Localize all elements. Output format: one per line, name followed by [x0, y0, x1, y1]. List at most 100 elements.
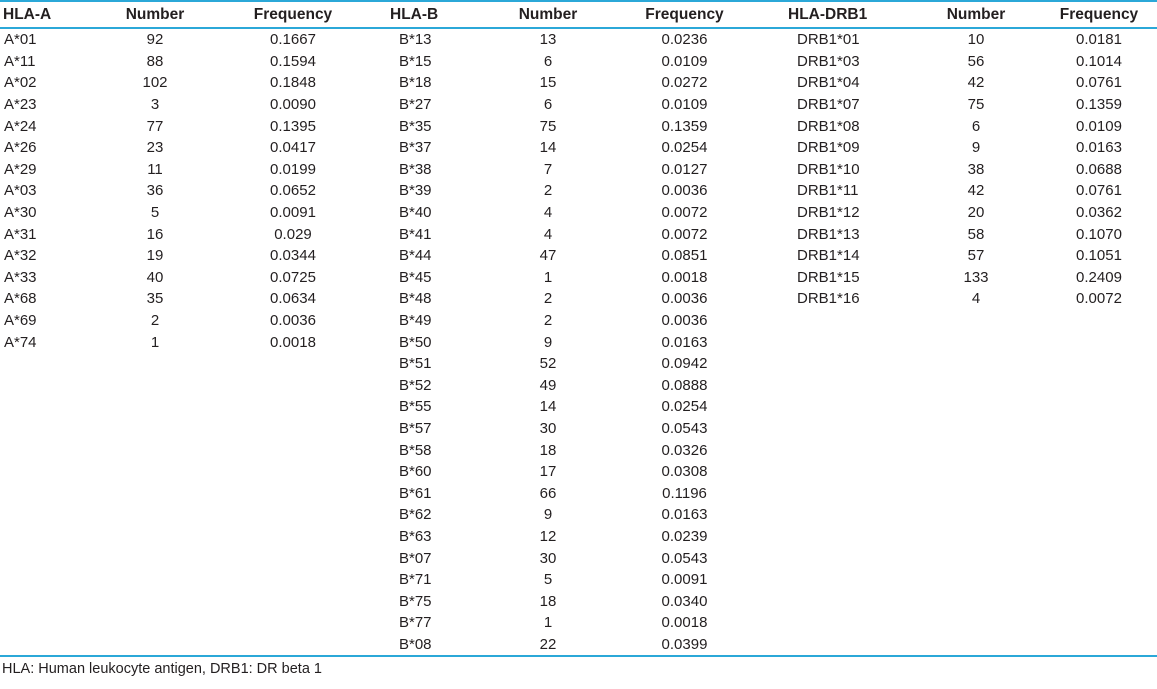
cell-hla-drb1-frequency — [1041, 418, 1157, 440]
cell-hla-drb1-frequency: 0.2409 — [1076, 268, 1122, 286]
cell-hla-a-frequency — [200, 547, 386, 569]
cell-hla-b-number: 2 — [543, 182, 553, 200]
cell-hla-b-frequency: 0.0308 — [661, 463, 708, 481]
cell-hla-a-number — [110, 461, 200, 483]
cell-hla-b-number: 14 — [539, 139, 557, 157]
cell-hla-b-allele: B*48 — [399, 290, 432, 308]
cell-hla-b-frequency: 0.0272 — [661, 74, 708, 92]
cell-hla-b-frequency: 0.0543 — [661, 549, 708, 567]
table-row: B*07 30 0.0543 — [0, 547, 1157, 569]
cell-hla-b-number: 75 — [539, 117, 557, 135]
cell-hla-drb1-allele: DRB1*16 — [797, 290, 860, 308]
cell-hla-drb1-allele — [771, 461, 911, 483]
cell-hla-drb1-allele: DRB1*01 — [797, 31, 860, 49]
cell-hla-drb1-number — [911, 547, 1041, 569]
cell-hla-drb1-frequency — [1041, 331, 1157, 353]
cell-hla-b-number: 17 — [539, 463, 557, 481]
cell-hla-drb1-frequency: 0.0761 — [1076, 182, 1122, 200]
cell-hla-b-frequency: 0.1359 — [661, 117, 708, 135]
table-body: A*01 92 0.1667 B*13 13 0.0236 DRB1*01 10 0.0181 A… — [0, 28, 1157, 658]
cell-hla-drb1-allele — [771, 331, 911, 353]
table-footnote: HLA: Human leukocyte antigen, DRB1: DR b… — [2, 661, 322, 678]
cell-hla-b-frequency: 0.0851 — [661, 247, 708, 265]
table-row: A*26 23 0.0417 B*37 14 0.0254 DRB1*09 9 0.0163 — [0, 137, 1157, 159]
cell-hla-b-frequency: 0.0254 — [661, 398, 708, 416]
table-row: A*33 40 0.0725 B*45 1 0.0018 DRB1*15 133 0.2409 — [0, 267, 1157, 289]
cell-hla-b-allele: B*13 — [399, 31, 432, 49]
cell-hla-a-frequency: 0.1594 — [270, 52, 316, 70]
cell-hla-a-number — [110, 482, 200, 504]
cell-hla-drb1-frequency — [1041, 353, 1157, 375]
cell-hla-a-allele — [0, 418, 110, 440]
cell-hla-b-frequency: 0.0236 — [661, 31, 708, 49]
table-header-row: HLA-A Number Frequency HLA-B Number Freq… — [0, 1, 1157, 29]
table-row: A*01 92 0.1667 B*13 13 0.0236 DRB1*01 10 0.0181 — [0, 28, 1157, 51]
cell-hla-b-allele: B*57 — [399, 419, 432, 437]
cell-hla-b-allele: B*37 — [399, 139, 432, 157]
cell-hla-b-number: 15 — [539, 74, 557, 92]
cell-hla-drb1-frequency: 0.0181 — [1076, 31, 1122, 49]
cell-hla-b-frequency: 0.0072 — [661, 204, 708, 222]
hla-frequency-table: HLA-A Number Frequency HLA-B Number Freq… — [0, 0, 1157, 658]
cell-hla-a-frequency: 0.0417 — [270, 139, 316, 157]
cell-hla-a-allele — [0, 375, 110, 397]
table-row: B*75 18 0.0340 — [0, 590, 1157, 612]
cell-hla-b-number: 13 — [539, 31, 557, 49]
cell-hla-b-number: 4 — [543, 204, 553, 222]
table-row: B*60 17 0.0308 — [0, 461, 1157, 483]
cell-hla-drb1-allele: DRB1*15 — [797, 268, 860, 286]
cell-hla-b-allele: B*51 — [399, 355, 432, 373]
cell-hla-a-number — [110, 375, 200, 397]
cell-hla-a-number: 1 — [150, 333, 160, 351]
cell-hla-a-number: 35 — [146, 290, 164, 308]
cell-hla-b-allele: B*39 — [399, 182, 432, 200]
table-row: A*29 11 0.0199 B*38 7 0.0127 DRB1*10 38 0.0688 — [0, 159, 1157, 181]
cell-hla-drb1-allele — [771, 612, 911, 634]
cell-hla-a-frequency: 0.0652 — [270, 182, 316, 200]
cell-hla-a-number: 23 — [146, 139, 164, 157]
cell-hla-b-number: 47 — [539, 247, 557, 265]
cell-hla-a-frequency — [200, 504, 386, 526]
cell-hla-drb1-allele — [771, 482, 911, 504]
cell-hla-a-frequency: 0.0036 — [270, 312, 316, 330]
cell-hla-drb1-frequency — [1041, 547, 1157, 569]
table-row: A*32 19 0.0344 B*44 47 0.0851 DRB1*14 57 0.1051 — [0, 245, 1157, 267]
cell-hla-drb1-number: 57 — [967, 247, 985, 265]
cell-hla-drb1-number — [911, 569, 1041, 591]
cell-hla-b-frequency: 0.0942 — [661, 355, 708, 373]
cell-hla-b-frequency: 0.0163 — [661, 506, 708, 524]
cell-hla-b-frequency: 0.0239 — [661, 527, 708, 545]
cell-hla-a-allele: A*74 — [4, 333, 37, 351]
cell-hla-b-allele: B*38 — [399, 160, 432, 178]
cell-hla-drb1-frequency — [1041, 396, 1157, 418]
cell-hla-b-number: 2 — [543, 312, 553, 330]
cell-hla-drb1-number — [911, 482, 1041, 504]
cell-hla-b-frequency: 0.0326 — [661, 441, 708, 459]
cell-hla-a-allele: A*68 — [4, 290, 37, 308]
cell-hla-a-allele: A*31 — [4, 225, 37, 243]
cell-hla-drb1-frequency — [1041, 526, 1157, 548]
cell-hla-b-allele: B*61 — [399, 484, 432, 502]
cell-hla-b-frequency: 0.0036 — [661, 290, 708, 308]
cell-hla-b-allele: B*41 — [399, 225, 432, 243]
cell-hla-a-frequency: 0.0199 — [270, 160, 316, 178]
cell-hla-b-allele: B*52 — [399, 376, 432, 394]
cell-hla-a-number: 16 — [146, 225, 164, 243]
cell-hla-a-frequency — [200, 418, 386, 440]
cell-hla-b-number: 52 — [539, 355, 557, 373]
cell-hla-drb1-allele: DRB1*11 — [797, 182, 859, 200]
cell-hla-a-allele: A*24 — [4, 117, 37, 135]
cell-hla-b-allele: B*49 — [399, 312, 432, 330]
cell-hla-a-frequency — [200, 612, 386, 634]
cell-hla-b-number: 4 — [543, 225, 553, 243]
cell-hla-a-number: 92 — [146, 31, 164, 49]
cell-hla-b-frequency: 0.0254 — [661, 139, 708, 157]
cell-hla-b-allele: B*35 — [399, 117, 432, 135]
cell-hla-a-frequency: 0.0018 — [270, 333, 316, 351]
table-row: B*58 18 0.0326 — [0, 439, 1157, 461]
cell-hla-b-number: 18 — [539, 441, 557, 459]
cell-hla-b-frequency: 0.0091 — [661, 571, 708, 589]
cell-hla-a-frequency — [200, 375, 386, 397]
cell-hla-a-number: 3 — [150, 96, 160, 114]
